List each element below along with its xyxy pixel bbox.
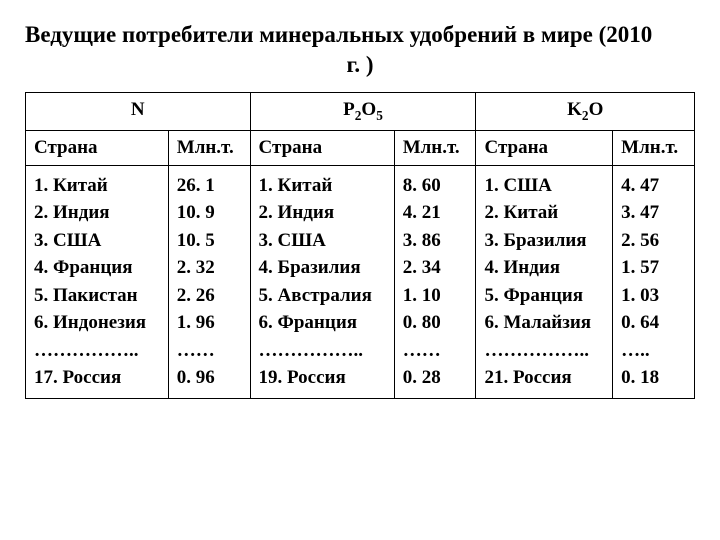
data-row: 1. Китай2. Индия3. США4. Франция5. Пакис… (26, 165, 695, 398)
page-title: Ведущие потребители минеральных удобрени… (25, 20, 695, 80)
header-k2o: K2O (476, 92, 695, 130)
k-values: 4. 473. 472. 561. 571. 030. 64…..0. 18 (613, 165, 695, 398)
p-countries: 1. Китай2. Индия3. США4. Бразилия5. Авст… (250, 165, 394, 398)
title-line1: Ведущие потребители минеральных удобрени… (25, 20, 695, 50)
header-p2o5: P2O5 (250, 92, 476, 130)
header-n: N (26, 92, 251, 130)
subhead-p-country: Страна (250, 130, 394, 165)
p-values: 8. 604. 213. 862. 341. 100. 80……0. 28 (394, 165, 476, 398)
subheader-row: Страна Млн.т. Страна Млн.т. Страна Млн.т… (26, 130, 695, 165)
subhead-p-value: Млн.т. (394, 130, 476, 165)
header-row: N P2O5 K2O (26, 92, 695, 130)
title-line2: г. ) (25, 50, 695, 80)
subhead-k-value: Млн.т. (613, 130, 695, 165)
n-values: 26. 110. 910. 52. 322. 261. 96……0. 96 (168, 165, 250, 398)
subhead-n-country: Страна (26, 130, 169, 165)
subhead-n-value: Млн.т. (168, 130, 250, 165)
subhead-k-country: Страна (476, 130, 613, 165)
k-countries: 1. США2. Китай3. Бразилия4. Индия5. Фран… (476, 165, 613, 398)
n-countries: 1. Китай2. Индия3. США4. Франция5. Пакис… (26, 165, 169, 398)
fertilizer-table: N P2O5 K2O Страна Млн.т. Страна Млн.т. С… (25, 92, 695, 399)
